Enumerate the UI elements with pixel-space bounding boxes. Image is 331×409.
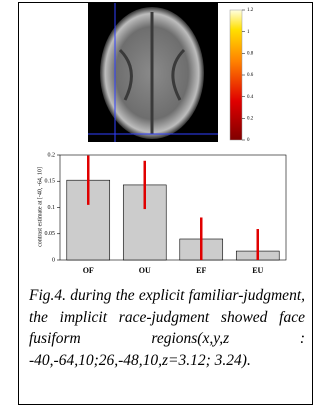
y-tick-label: 0.15	[45, 179, 56, 185]
colorbar	[230, 10, 242, 140]
colorbar-tick-label: 0.4	[247, 95, 254, 100]
page: contrast estimate at [-40, -64, 10] 1.2 1…	[0, 0, 331, 409]
y-axis-label: contrast estimate at [-40, -64, 10]	[37, 167, 43, 247]
x-tick-label: EF	[196, 266, 206, 275]
figure: contrast estimate at [-40, -64, 10] 1.2 1…	[0, 0, 331, 282]
caption: Fig.4. during the explicit familiar-judg…	[29, 285, 305, 371]
x-tick-label: OF	[83, 266, 94, 275]
colorbar-tick-label: 0.6	[247, 73, 254, 78]
x-tick-label: OU	[139, 266, 151, 275]
colorbar-tick-label: 1	[247, 30, 250, 35]
y-tick-label: 0	[52, 257, 55, 263]
colorbar-tick-label: 0.2	[247, 116, 254, 121]
y-tick-label: 0.1	[48, 205, 56, 211]
y-tick-label: 0.2	[48, 152, 56, 158]
colorbar-tick-label: 0	[247, 138, 250, 143]
y-tick-label: 0.05	[45, 231, 56, 237]
x-tick-label: EU	[252, 266, 263, 275]
colorbar-tick-label: 0.8	[247, 51, 254, 56]
colorbar-tick-label: 1.2	[247, 8, 254, 13]
